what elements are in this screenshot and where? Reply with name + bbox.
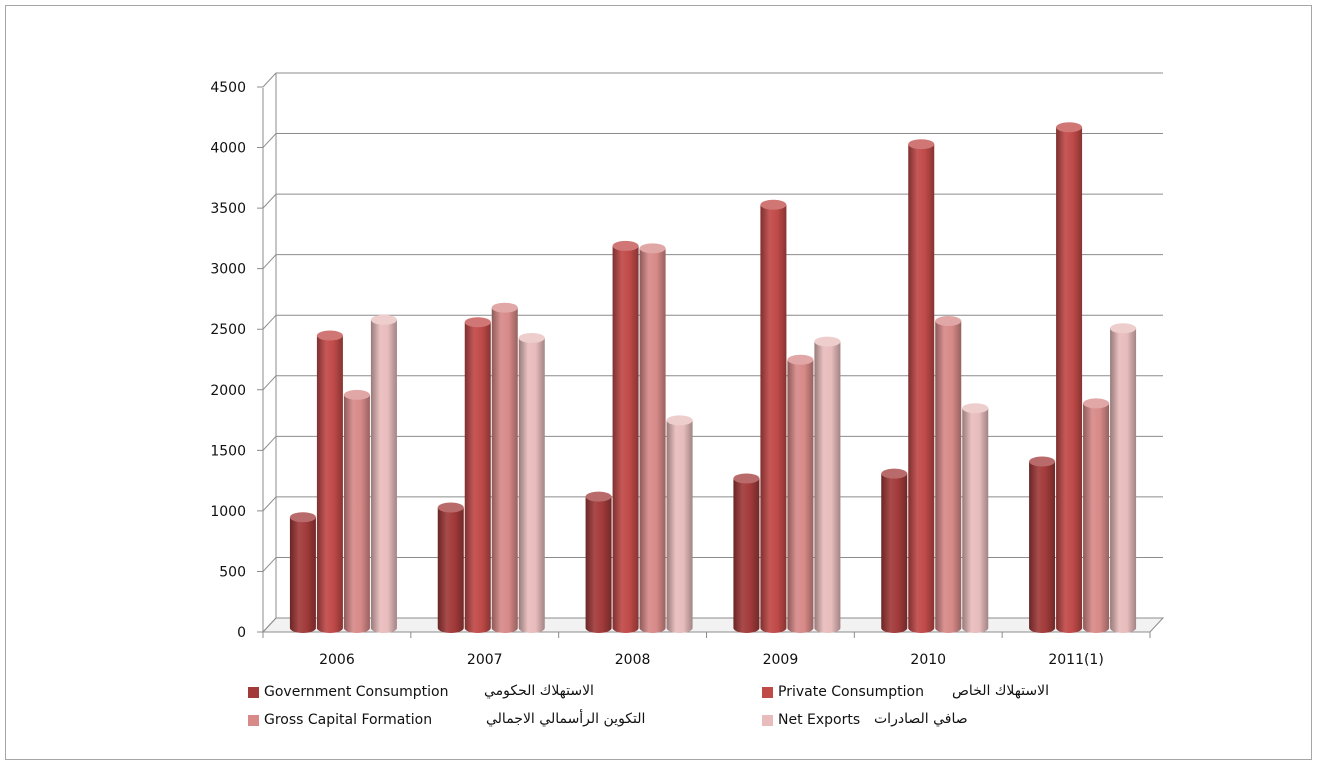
y-tick-label: 3000 [210,262,246,278]
gridline [257,556,1163,572]
gridline [257,435,1163,451]
legend-label-ar: صافي الصادرات [874,711,968,727]
bar [666,415,693,633]
gridline [257,617,1163,633]
bar [935,316,962,633]
x-tick-label: 2007 [467,652,503,668]
y-tick-label: 1500 [210,443,246,459]
bar [518,332,545,633]
y-axis-ticks: 0 500 1000 1500 2000 2500 3000 3500 4000 4500 [210,80,246,641]
legend-label-ar: التكوين الرأسمالي الاجمالي [486,711,646,727]
legend-item-government: Government Consumption الاستهلاك الحكومي [248,681,628,703]
y-tick-label: 2000 [210,383,246,399]
legend-item-private: Private Consumption الاستهلاك الخاص [762,681,1102,703]
y-tick-label: 4000 [210,141,246,157]
bar [491,302,518,633]
gridline [257,496,1163,512]
legend-label-en: Gross Capital Formation [264,712,433,728]
x-tick-label: 2009 [763,652,799,668]
floor [261,617,1165,633]
x-tick-label: 2006 [319,652,355,668]
bars [289,122,1137,633]
y-tick-label: 3500 [210,201,246,217]
x-tick-label: 2008 [615,652,651,668]
bar [612,240,639,633]
gridline [257,254,1163,270]
bar [908,139,935,633]
legend-swatch [762,686,773,698]
bar [585,491,612,633]
y-tick-label: 4500 [210,80,246,96]
bar [760,199,787,633]
bar [1110,323,1137,633]
bar [1083,398,1110,633]
y-tick-label: 0 [237,625,246,641]
gridline [257,375,1163,391]
chart-walls [261,73,1165,633]
bar [370,314,397,633]
x-tick-label: 2011(1) [1048,652,1103,668]
bar [962,403,989,633]
bar [437,502,464,633]
legend-label-en: Private Consumption [778,684,924,700]
gridline [257,133,1163,149]
bar [733,473,760,633]
y-tick-label: 500 [219,564,246,580]
legend-label-en: Government Consumption [264,684,449,700]
bar [639,243,666,633]
bar [464,317,491,633]
bar [316,330,343,633]
legend-swatch [762,714,773,726]
legend-label-en: Net Exports [778,712,861,728]
bar [289,512,316,633]
legend-item-net-exports: Net Exports صافي الصادرات [762,709,1022,731]
bar [1056,122,1083,633]
bar [343,389,370,633]
bar [787,354,814,633]
legend-item-gross-capital: Gross Capital Formation التكوين الرأسمال… [248,709,668,731]
bar [1029,456,1056,633]
gridline [257,72,1163,88]
legend-swatch [248,714,259,726]
legend-label-ar: الاستهلاك الحكومي [484,683,594,699]
y-tick-label: 1000 [210,504,246,520]
bar [881,468,908,633]
bar [814,336,841,633]
x-tick-label: 2010 [910,652,946,668]
legend-swatch [248,686,259,698]
legend-label-ar: الاستهلاك الخاص [952,683,1050,699]
x-axis-ticks: 2006 2007 2008 2009 2010 2011(1) [262,632,1151,668]
y-tick-label: 2500 [210,322,246,338]
gridline [257,193,1163,209]
gridline [257,314,1163,330]
grid-lines [257,72,1163,633]
